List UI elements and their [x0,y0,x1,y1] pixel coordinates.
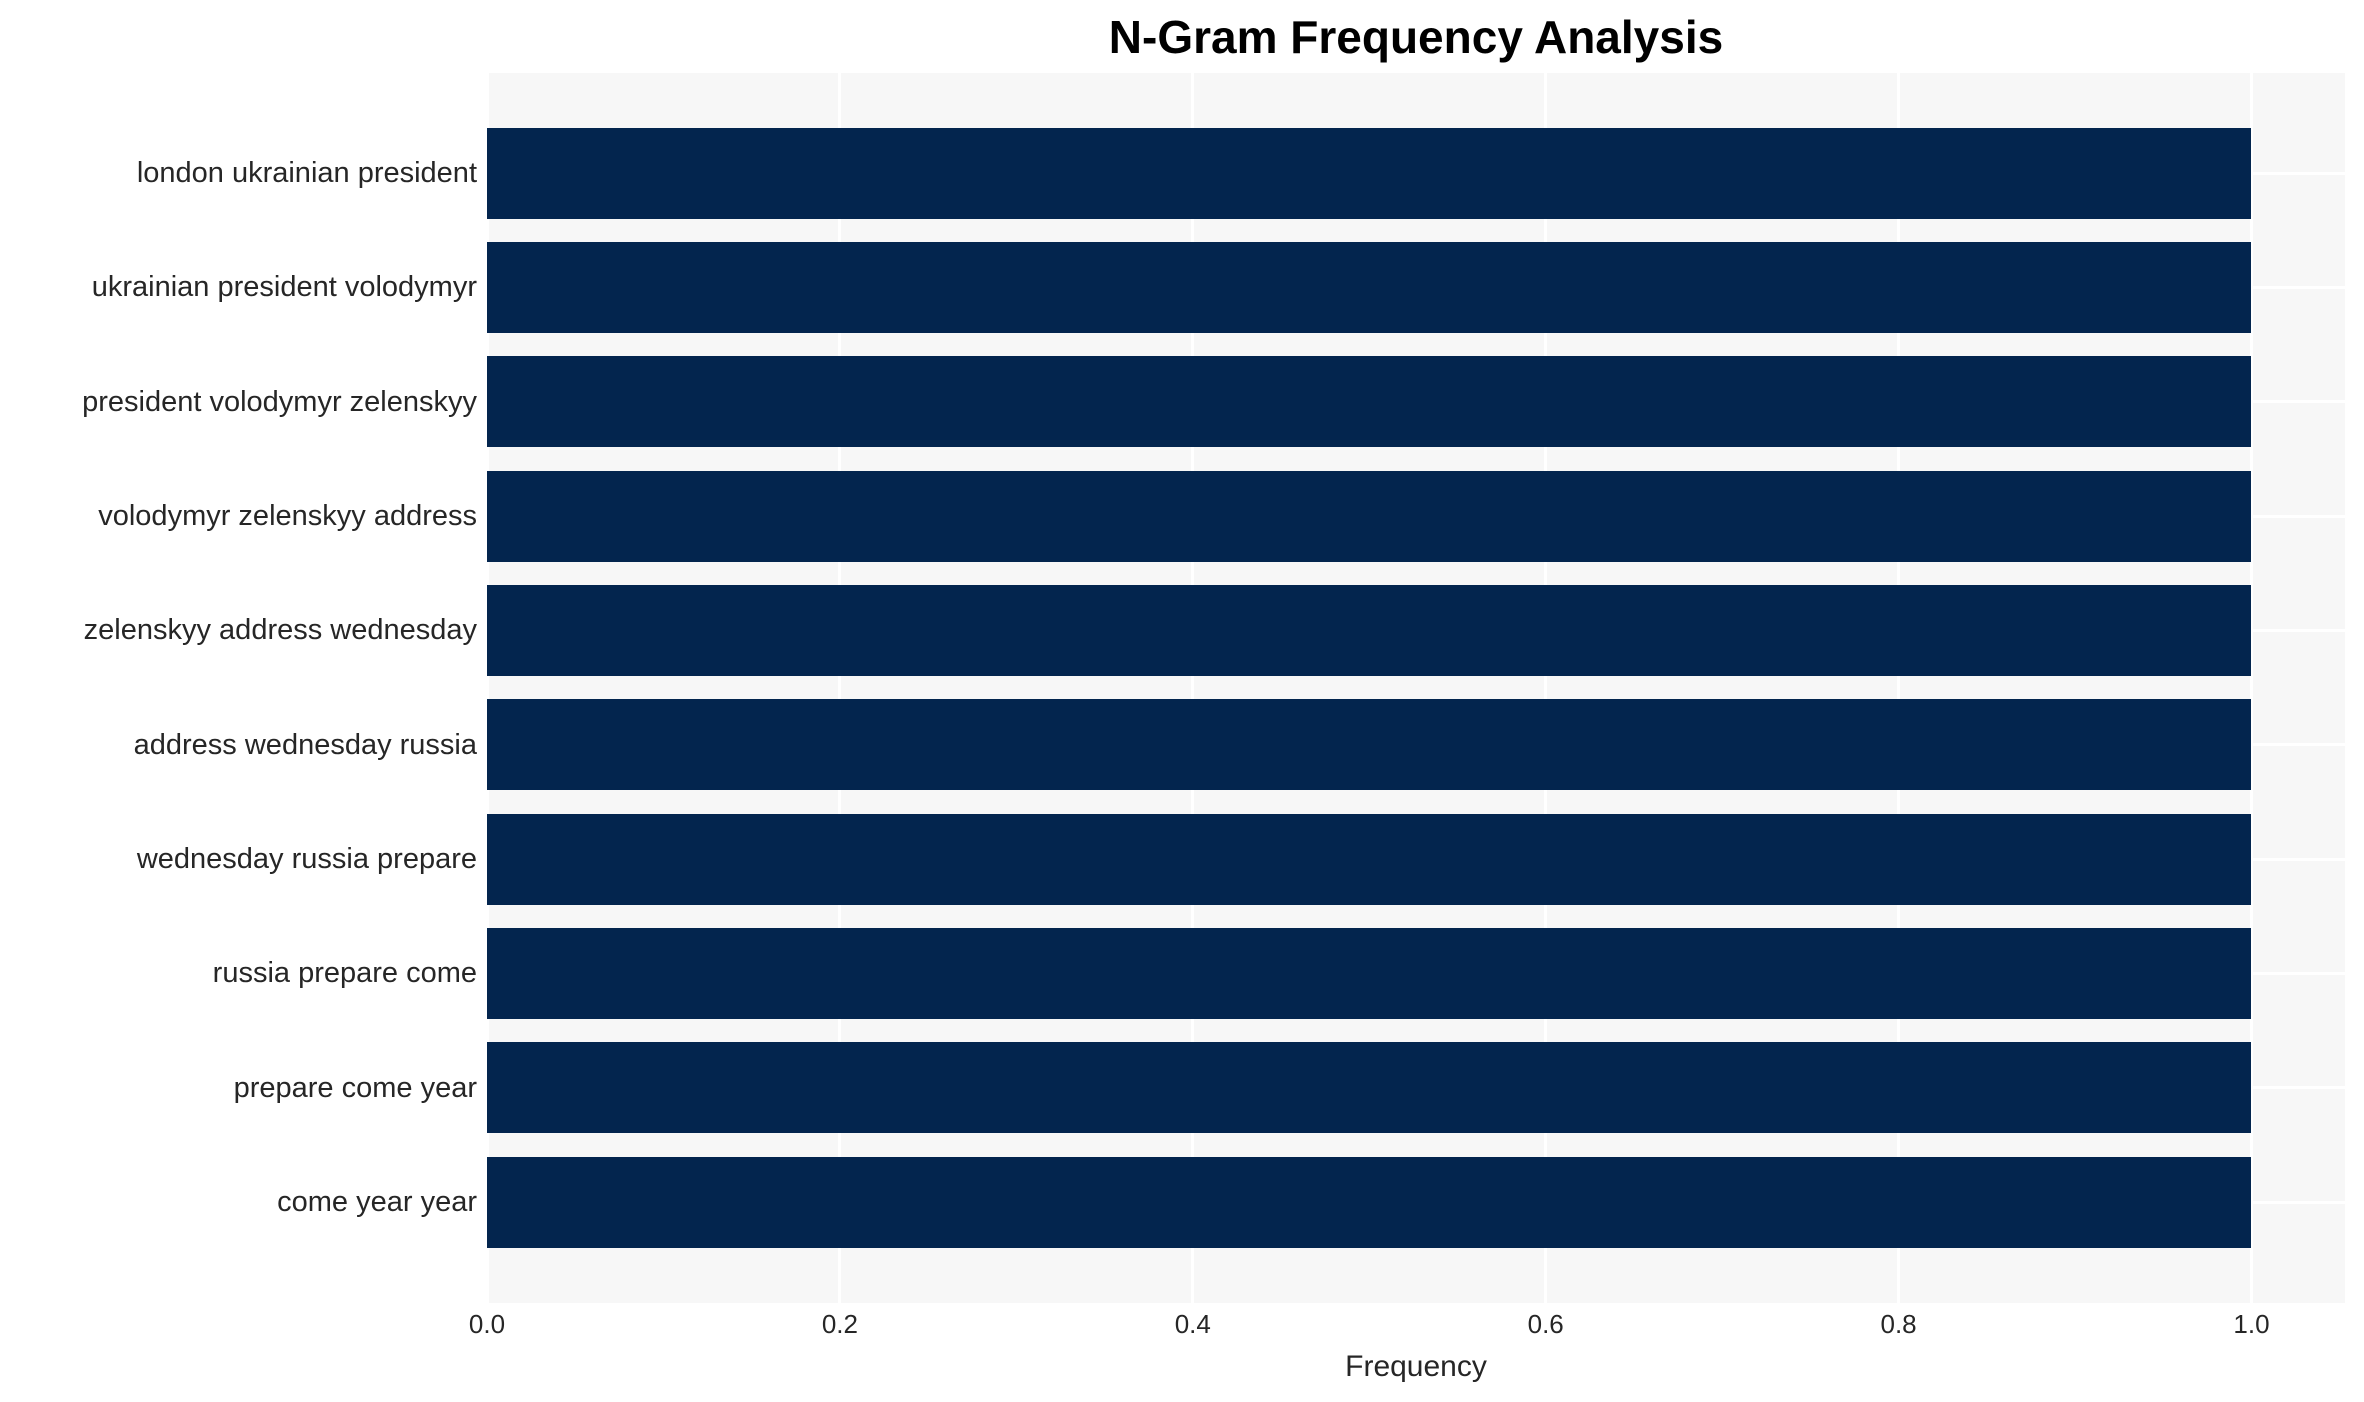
bar [487,927,2252,1019]
bar [487,356,2252,448]
gridline-vertical [2249,73,2253,1303]
y-tick-label: come year year [277,1186,477,1219]
y-tick-label: zelenskyy address wednesday [83,614,477,647]
chart-title: N-Gram Frequency Analysis [1108,11,1724,63]
x-tick-label: 0.8 [1880,1309,1917,1339]
x-axis-title: Frequency [1345,1350,1487,1383]
bar [487,699,2252,791]
y-tick-label: prepare come year [233,1071,477,1104]
bar [487,241,2252,333]
y-tick-label: russia prepare come [212,957,477,990]
gridline-vertical [1544,73,1548,1303]
bar [487,813,2252,905]
x-tick-label: 0.0 [468,1309,506,1339]
bar [487,1156,2252,1248]
x-tick-label: 0.2 [821,1309,858,1339]
gridline-vertical [838,73,842,1303]
x-tick-label: 0.6 [1527,1309,1564,1339]
y-tick-label: address wednesday russia [133,728,477,761]
bar [487,1042,2252,1134]
y-tick-label: london ukrainian president [136,157,477,189]
bar [487,127,2252,219]
x-tick-label: 0.4 [1174,1309,1211,1339]
gridline-vertical [485,73,489,1303]
gridline-vertical [1897,73,1901,1303]
y-tick-label: volodymyr zelenskyy address [98,500,477,533]
bar [487,584,2252,676]
gridline-vertical [1191,73,1195,1303]
x-tick-label: 1.0 [2233,1309,2270,1339]
bar [487,470,2252,562]
plot-area [485,73,2345,1303]
y-tick-label: ukrainian president volodymyr [91,271,477,304]
y-tick-label: wednesday russia prepare [136,843,477,876]
y-tick-label: president volodymyr zelenskyy [82,385,477,418]
